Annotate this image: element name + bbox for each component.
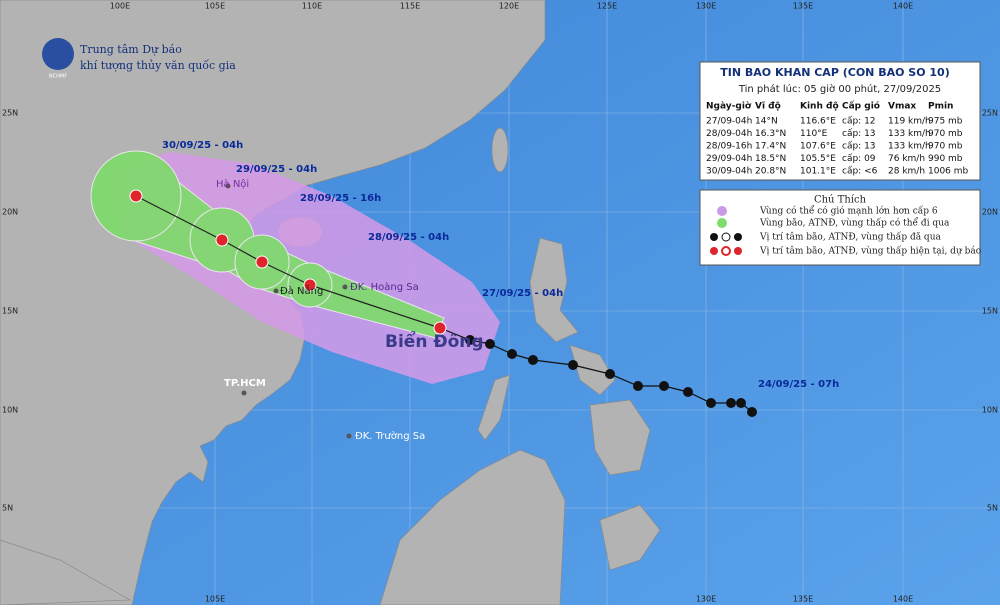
table-cell: 16.3°N	[755, 129, 786, 139]
lat-label: 15N	[982, 307, 998, 316]
lon-label: 130E	[696, 2, 716, 11]
past-positions	[465, 335, 757, 417]
legend-swatch	[710, 232, 742, 242]
table-cell: 20.8°N	[755, 167, 786, 177]
lon-label: 130E	[696, 595, 716, 604]
table-header: Cấp gió	[842, 101, 880, 112]
table-header: Kinh độ	[800, 102, 839, 112]
bulletin-box: TIN BAO KHAN CAP (CON BAO SO 10) Tin phá…	[699, 61, 981, 181]
table-cell: 28/09-04h	[706, 129, 752, 139]
agency-name: khí tượng thủy văn quốc gia	[80, 59, 236, 72]
lon-label: 100E	[110, 2, 130, 11]
logo: NCHMF Trung tâm Dự báo khí tượng thủy vă…	[42, 38, 236, 80]
lat-label: 25N	[982, 109, 998, 118]
table-cell: 970 mb	[928, 142, 963, 152]
legend-swatch	[710, 246, 742, 256]
bulletin-issued: Tin phát lúc: 05 giờ 00 phút, 27/09/2025	[738, 83, 941, 95]
lat-label: 15N	[2, 307, 18, 316]
table-cell: 28/09-16h	[706, 142, 752, 152]
table-header: Pmin	[928, 102, 953, 112]
lat-label: 10N	[2, 406, 18, 415]
table-cell: 110°E	[800, 129, 828, 139]
place-label: ĐK. Hoàng Sa	[350, 281, 419, 293]
lon-label: 120E	[499, 2, 519, 11]
lon-label: 135E	[793, 595, 813, 604]
place-label: Hà Nội	[216, 178, 249, 190]
table-cell: 116.6°E	[800, 117, 836, 127]
track-time: 28/09/25 - 04h	[368, 232, 449, 243]
track-time: 29/09/25 - 04h	[236, 164, 317, 175]
lat-label: 10N	[982, 406, 998, 415]
place-label: Đà Nẵng	[280, 284, 323, 297]
table-header: Ngày-giờ	[706, 101, 752, 112]
table-cell: 18.5°N	[755, 154, 786, 164]
table-cell: 30/09-04h	[706, 167, 752, 177]
table-cell: cấp: 13	[842, 128, 876, 139]
city-dots	[225, 183, 352, 439]
table-cell: 990 mb	[928, 154, 963, 164]
track-time: 24/09/25 - 07h	[758, 379, 839, 390]
lat-label: 25N	[2, 109, 18, 118]
legend-item: Vị trí tâm bão, ATNĐ, vùng thấp đã qua	[759, 232, 941, 243]
place-label: ĐK. Trường Sa	[355, 430, 425, 442]
track-time: 30/09/25 - 04h	[162, 140, 243, 151]
logo-text: NCHMF	[49, 74, 67, 80]
lon-label: 105E	[205, 595, 225, 604]
lat-label: 20N	[2, 208, 18, 217]
table-cell: 133 km/h	[888, 129, 931, 139]
lon-label: 105E	[205, 2, 225, 11]
table-header: Vmax	[888, 102, 916, 112]
bulletin-frame	[699, 61, 981, 181]
table-cell: 14°N	[755, 117, 778, 127]
table-cell: 17.4°N	[755, 142, 786, 152]
table-cell: 970 mb	[928, 129, 963, 139]
lon-label: 140E	[893, 595, 913, 604]
table-cell: 101.1°E	[800, 167, 836, 177]
table-cell: 27/09-04h	[706, 117, 752, 127]
track-time: 27/09/25 - 04h	[482, 288, 563, 299]
lat-label: 5N	[987, 504, 998, 513]
lat-label: 5N	[2, 504, 13, 513]
lon-label: 140E	[893, 2, 913, 11]
legend-frame	[699, 189, 981, 266]
table-cell: cấp: 12	[842, 116, 876, 127]
table-cell: 105.5°E	[800, 154, 836, 164]
legend-swatch	[717, 206, 727, 216]
forecast-positions	[129, 189, 447, 335]
legend-swatch	[717, 218, 727, 228]
table-cell: 1006 mb	[928, 167, 969, 177]
lon-label: 125E	[597, 2, 617, 11]
table-cell: 133 km/h	[888, 142, 931, 152]
lon-label: 115E	[400, 2, 420, 11]
sea-label: Biển Đông	[385, 330, 484, 352]
track-time: 28/09/25 - 16h	[300, 193, 381, 204]
table-cell: 76 km/h	[888, 154, 925, 164]
table-cell: 29/09-04h	[706, 154, 752, 164]
lon-label: 110E	[302, 2, 322, 11]
lon-label: 135E	[793, 2, 813, 11]
table-cell: 28 km/h	[888, 167, 925, 177]
agency-name: Trung tâm Dự báo	[80, 43, 182, 56]
legend-box: Chú Thích Vùng có thể có gió mạnh lớn hơ…	[699, 189, 981, 266]
table-cell: cấp: 13	[842, 141, 876, 152]
legend-item: Vùng bão, ATNĐ, vùng thấp có thể đi qua	[759, 217, 950, 229]
bulletin-title: TIN BAO KHAN CAP (CON BAO SO 10)	[720, 66, 949, 79]
place-label: TP.HCM	[224, 378, 266, 389]
table-cell: cấp: 09	[842, 153, 876, 164]
table-cell: 119 km/h	[888, 117, 931, 127]
legend-title: Chú Thích	[814, 195, 867, 206]
table-cell: 107.6°E	[800, 142, 836, 152]
table-header: Vĩ độ	[755, 102, 781, 112]
table-cell: cấp: <6	[842, 166, 878, 177]
table-cell: 975 mb	[928, 117, 963, 127]
legend-item: Vị trí tâm bão, ATNĐ, vùng thấp hiện tại…	[759, 246, 981, 257]
lat-label: 20N	[982, 208, 998, 217]
legend-item: Vùng có thể có gió mạnh lớn hơn cấp 6	[759, 205, 938, 217]
